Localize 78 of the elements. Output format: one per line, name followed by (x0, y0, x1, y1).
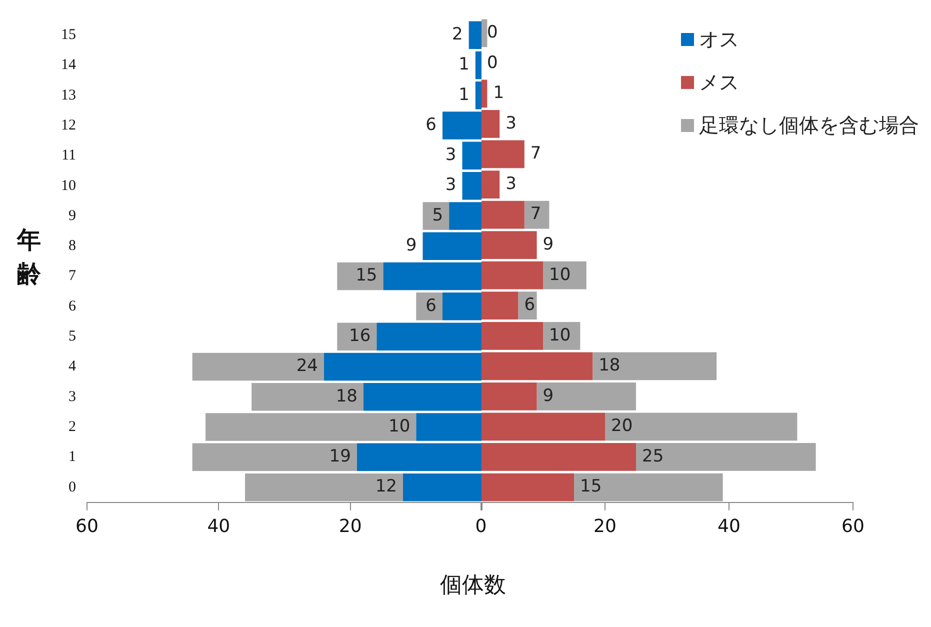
legend-label: 足環なし個体を含む場合 (699, 112, 919, 139)
y-tick-label: 3 (68, 388, 76, 405)
data-label: 1 (458, 84, 470, 105)
bar (422, 202, 450, 230)
y-tick-label: 9 (68, 208, 76, 224)
x-tick-label: 20 (594, 516, 616, 537)
bar (592, 352, 717, 380)
data-label: 9 (542, 386, 554, 406)
bar (605, 412, 798, 441)
bar (192, 352, 324, 381)
data-label: 19 (329, 446, 351, 467)
data-label: 3 (445, 175, 456, 196)
bar (543, 261, 586, 290)
bar (518, 292, 537, 320)
bar (536, 382, 636, 410)
x-tick-label: 60 (842, 516, 864, 537)
legend-label: メス (699, 69, 739, 96)
bar (206, 413, 416, 441)
data-label: 15 (356, 266, 378, 286)
data-label: 9 (406, 236, 417, 256)
y-tick-label: 8 (68, 238, 76, 254)
y-tick-label: 4 (68, 358, 76, 375)
data-label: 3 (445, 145, 456, 166)
bar (416, 292, 442, 320)
data-label: 2 (452, 24, 463, 44)
data-label: 25 (642, 446, 664, 466)
y-tick-label: 14 (61, 57, 76, 74)
bar (574, 473, 723, 502)
data-label: 9 (542, 234, 554, 254)
data-label: 6 (524, 295, 536, 316)
data-label: 7 (530, 204, 542, 224)
y-tick-label: 0 (68, 479, 76, 496)
bar (636, 443, 816, 471)
y-tick-label: 7 (68, 268, 76, 284)
bar (252, 383, 364, 411)
y-tick-label: 5 (68, 328, 76, 345)
bar (192, 443, 357, 472)
data-label: 24 (296, 356, 318, 376)
x-tick-label: 0 (475, 516, 487, 537)
data-label: 1 (458, 54, 470, 75)
y-tick-label: 2 (68, 418, 76, 435)
data-label: 15 (580, 476, 602, 497)
bar (337, 322, 377, 350)
data-label: 7 (530, 144, 542, 164)
data-label: 3 (506, 174, 516, 194)
data-label: 16 (349, 326, 371, 346)
data-label: 10 (549, 264, 571, 285)
data-label: 20 (611, 416, 633, 436)
x-axis-title: 個体数 (439, 572, 507, 600)
y-tick-label: 13 (61, 87, 76, 104)
data-label: 6 (426, 114, 436, 135)
data-label: 6 (426, 296, 436, 316)
y-tick-label: 11 (62, 148, 76, 164)
data-label: 18 (598, 356, 620, 376)
x-tick-label: 40 (207, 516, 230, 537)
data-label: 3 (506, 113, 516, 134)
y-tick-label: 10 (61, 178, 76, 194)
x-tick-label: 60 (76, 516, 98, 537)
y-tick-label: 1 (68, 449, 76, 466)
data-label: 1 (493, 83, 504, 104)
bar (475, 51, 482, 80)
bar (524, 200, 550, 229)
data-label: 12 (375, 476, 397, 497)
legend-label: オス (699, 26, 739, 53)
data-label: 18 (336, 386, 358, 406)
x-tick-label: 40 (718, 516, 740, 537)
data-label: 0 (487, 22, 498, 43)
data-label: 10 (549, 325, 571, 346)
data-label: 5 (432, 205, 444, 226)
data-label: 10 (388, 416, 410, 436)
x-tick-label: 20 (338, 516, 362, 537)
y-tick-label: 6 (68, 298, 76, 314)
y-axis-title: 年齢 (16, 225, 42, 290)
y-tick-label: 12 (61, 117, 76, 134)
y-tick-label: 15 (61, 27, 76, 44)
bar (337, 262, 384, 290)
data-label: 0 (487, 52, 498, 73)
bar (245, 473, 403, 502)
